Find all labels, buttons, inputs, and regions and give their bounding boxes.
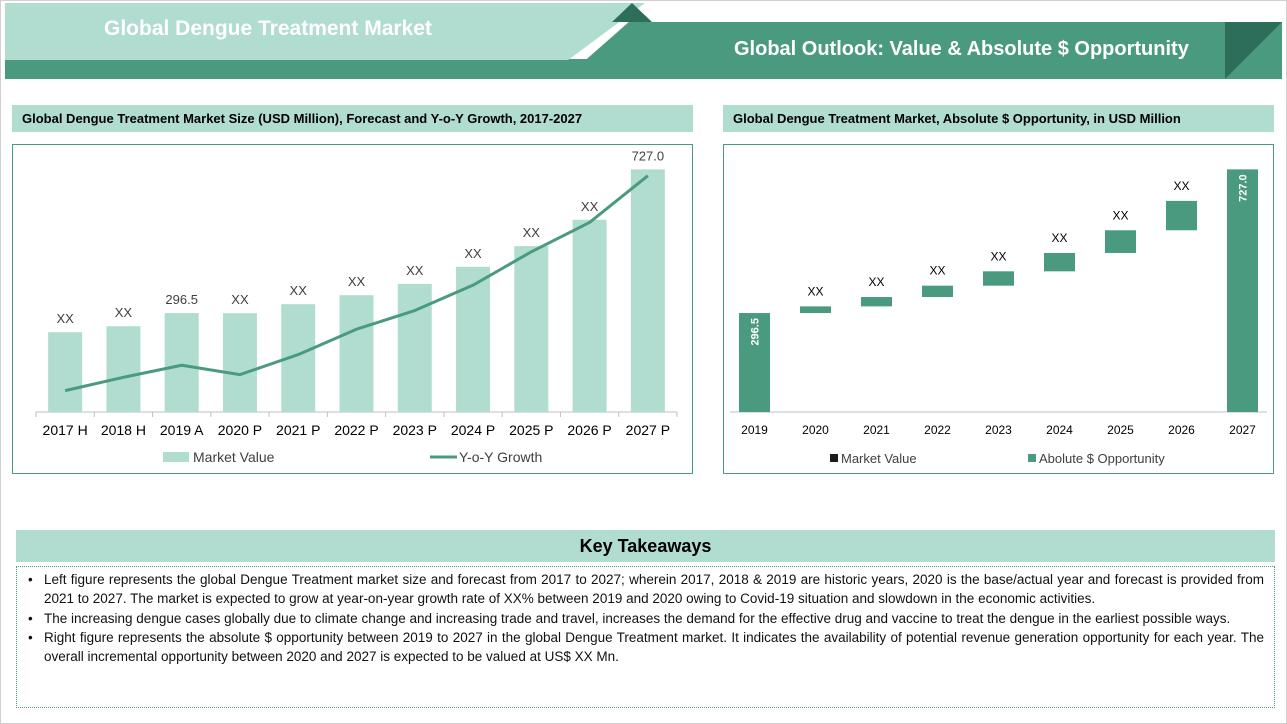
x-tick-label: 2021	[863, 423, 890, 437]
left-chart-title: Global Dengue Treatment Market Size (USD…	[12, 105, 693, 132]
legend-market-value-label: Market Value	[193, 449, 275, 465]
data-label: XX	[115, 305, 133, 320]
data-label: XX	[464, 246, 482, 261]
data-label: XX	[406, 263, 424, 278]
x-tick-label: 2017 H	[43, 422, 88, 438]
x-tick-label: 2022	[924, 423, 951, 437]
legend-opportunity-label: Abolute $ Opportunity	[1039, 451, 1165, 466]
data-label: XX	[290, 283, 308, 298]
key-takeaways-list: Left figure represents the global Dengue…	[27, 570, 1264, 666]
market-value-bar	[630, 169, 665, 412]
takeaway-item: Right figure represents the absolute $ o…	[27, 628, 1264, 667]
opportunity-bar	[1166, 200, 1197, 231]
data-label: XX	[1173, 179, 1189, 193]
legend-opportunity-swatch	[1028, 454, 1036, 462]
takeaway-item: Left figure represents the global Dengue…	[27, 570, 1264, 609]
opportunity-bar	[922, 285, 953, 298]
data-label: XX	[1051, 231, 1067, 245]
market-size-chart: 2017 H XX 2018 H XX 2019 A 296.5 2020 P XX 2021 …	[12, 144, 693, 474]
yoy-growth-line	[64, 174, 649, 393]
x-tick-label: 2020 P	[218, 422, 262, 438]
absolute-opportunity-chart-svg: 296.5 2019 XX 2020 XX 2021 XX 2022 XX 2023 XX 2024 X…	[730, 169, 1267, 466]
takeaway-item: The increasing dengue cases globally due…	[27, 609, 1264, 629]
market-value-bar	[164, 313, 199, 412]
market-size-chart-svg: 2017 H XX 2018 H XX 2019 A 296.5 2020 P XX 2021 …	[35, 148, 678, 465]
market-value-bar	[48, 332, 83, 412]
market-value-bar	[456, 266, 491, 412]
total-value-bar	[739, 313, 770, 412]
key-takeaways-box: Left figure represents the global Dengue…	[16, 566, 1275, 708]
market-value-bar	[514, 246, 549, 412]
key-takeaways-title: Key Takeaways	[16, 530, 1275, 562]
opportunity-bar	[1044, 252, 1075, 272]
x-tick-label: 2024 P	[451, 422, 495, 438]
market-value-bar	[222, 313, 257, 412]
data-label: 727.0	[632, 148, 665, 163]
page-subtitle: Global Outlook: Value & Absolute $ Oppor…	[734, 38, 1189, 60]
data-label: XX	[990, 249, 1006, 263]
data-label: XX	[231, 292, 249, 307]
data-label: XX	[56, 311, 74, 326]
data-label: 727.0	[1238, 174, 1250, 202]
right-chart-title: Global Dengue Treatment Market, Absolute…	[723, 105, 1274, 132]
legend-market-value-swatch	[830, 454, 838, 462]
market-value-bar	[572, 219, 607, 412]
x-tick-label: 2027 P	[626, 422, 670, 438]
absolute-opportunity-chart: 296.5 2019 XX 2020 XX 2021 XX 2022 XX 2023 XX 2024 X…	[723, 144, 1274, 474]
data-label: XX	[581, 199, 599, 214]
legend-yoy-growth-label: Y-o-Y Growth	[459, 449, 542, 465]
x-tick-label: 2023	[985, 423, 1012, 437]
market-value-bar	[106, 326, 141, 412]
x-tick-label: 2019	[741, 423, 768, 437]
data-label: XX	[523, 225, 541, 240]
x-tick-label: 2019 A	[160, 422, 204, 438]
x-tick-label: 2022 P	[334, 422, 378, 438]
x-tick-label: 2025	[1107, 423, 1134, 437]
x-tick-label: 2027	[1229, 423, 1256, 437]
header-subtitle-banner	[572, 22, 1282, 72]
x-tick-label: 2021 P	[276, 422, 320, 438]
total-value-bar	[1227, 169, 1258, 412]
x-tick-label: 2026 P	[567, 422, 611, 438]
data-label: XX	[348, 274, 366, 289]
data-label: 296.5	[165, 292, 198, 307]
data-label: 296.5	[750, 318, 762, 346]
market-value-bar	[397, 283, 432, 412]
header-title-banner	[5, 3, 645, 60]
x-tick-label: 2018 H	[101, 422, 146, 438]
x-tick-label: 2026	[1168, 423, 1195, 437]
data-label: XX	[929, 264, 945, 278]
legend-market-value-label: Market Value	[841, 451, 917, 466]
market-value-bar	[339, 295, 374, 412]
legend-market-value-swatch	[163, 452, 189, 462]
data-label: XX	[807, 284, 823, 298]
page-title: Global Dengue Treatment Market	[104, 17, 432, 40]
data-label: XX	[868, 275, 884, 289]
opportunity-bar	[800, 306, 831, 314]
x-tick-label: 2025 P	[509, 422, 553, 438]
data-label: XX	[1112, 208, 1128, 222]
opportunity-bar	[1105, 230, 1136, 253]
x-tick-label: 2024	[1046, 423, 1073, 437]
x-tick-label: 2023 P	[393, 422, 437, 438]
opportunity-bar	[983, 271, 1014, 286]
opportunity-bar	[861, 297, 892, 307]
x-tick-label: 2020	[802, 423, 829, 437]
